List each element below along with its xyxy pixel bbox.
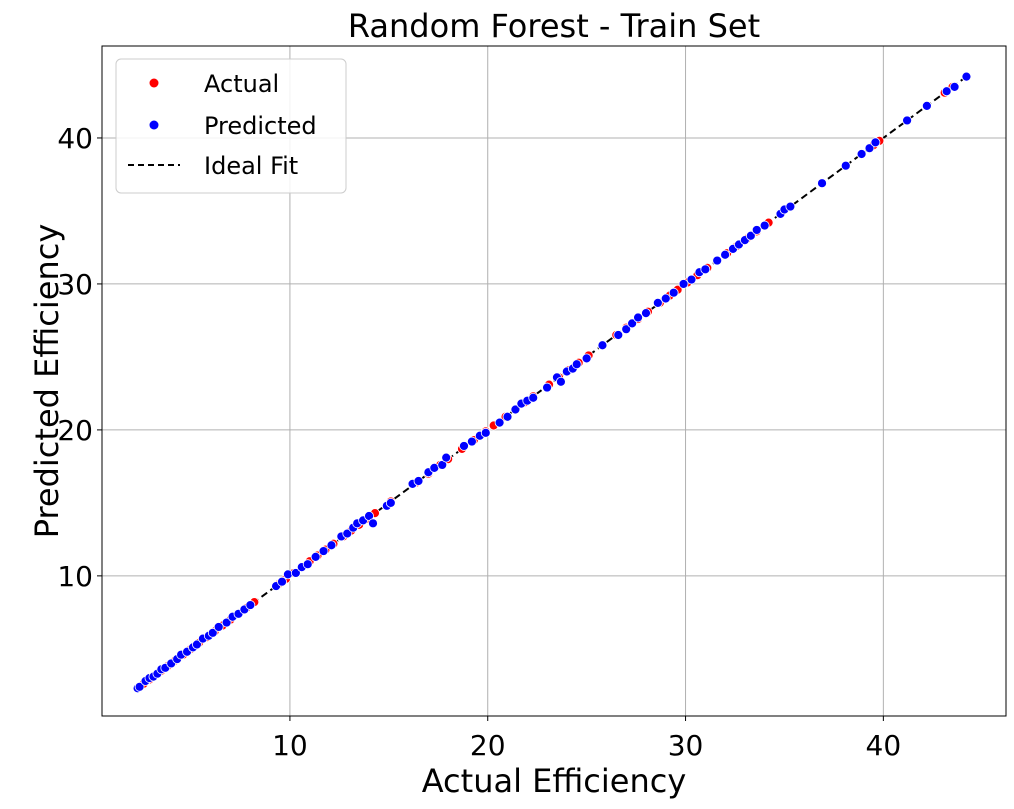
- predicted-point: [385, 497, 396, 508]
- legend-box: [115, 58, 347, 194]
- legend-predicted-label: Predicted: [204, 112, 317, 140]
- predicted-point: [290, 568, 301, 578]
- predicted-point: [856, 149, 867, 159]
- predicted-point: [652, 298, 663, 308]
- predicted-point: [660, 293, 671, 304]
- x-tick-label: 40: [866, 729, 902, 762]
- predicted-point: [621, 324, 632, 335]
- predicted-point: [310, 551, 321, 562]
- y-tick-label: 30: [57, 268, 93, 301]
- predicted-point: [318, 546, 329, 556]
- predicted-point: [277, 576, 287, 587]
- legend: Actual Predicted Ideal Fit: [115, 58, 347, 194]
- legend-ideal-label: Ideal Fit: [204, 152, 298, 180]
- predicted-point: [870, 137, 881, 148]
- predicted-point: [921, 100, 932, 111]
- predicted-point: [751, 225, 762, 235]
- predicted-point: [207, 627, 218, 638]
- predicted-point: [221, 617, 232, 628]
- predicted-point: [581, 353, 592, 364]
- predicted-point: [597, 340, 608, 351]
- predicted-point: [213, 622, 224, 632]
- legend-predicted-marker: [149, 120, 159, 130]
- predicted-points: [132, 71, 972, 694]
- predicted-point: [641, 308, 651, 319]
- predicted-point: [840, 160, 851, 171]
- predicted-point: [700, 264, 711, 275]
- predicted-point: [686, 274, 697, 285]
- x-tick-label: 10: [272, 729, 308, 762]
- predicted-point: [441, 452, 452, 463]
- predicted-point: [712, 255, 723, 266]
- predicted-point: [759, 220, 770, 231]
- x-tick-label: 20: [470, 729, 506, 762]
- grid-lines: [102, 46, 1006, 716]
- predicted-point: [902, 115, 912, 126]
- legend-actual-label: Actual: [204, 70, 279, 98]
- predicted-point: [283, 569, 293, 580]
- predicted-point: [633, 312, 643, 323]
- predicted-point: [745, 230, 756, 241]
- predicted-point: [528, 392, 539, 403]
- y-tick-label: 20: [57, 414, 93, 447]
- x-axis-label: Actual Efficiency: [422, 762, 687, 800]
- predicted-point: [467, 436, 477, 447]
- predicted-point: [613, 330, 624, 340]
- predicted-point: [571, 359, 582, 370]
- predicted-point: [949, 81, 960, 92]
- y-tick-label: 40: [57, 122, 93, 155]
- predicted-point: [502, 411, 513, 422]
- predicted-point: [342, 528, 353, 539]
- predicted-point: [961, 71, 972, 82]
- predicted-point: [864, 143, 875, 154]
- predicted-point: [720, 249, 731, 260]
- y-tick-label: 10: [57, 560, 93, 593]
- predicted-point: [627, 318, 638, 329]
- predicted-point: [556, 376, 566, 387]
- predicted-point: [494, 417, 505, 428]
- predicted-point: [817, 178, 827, 189]
- predicted-point: [668, 287, 679, 298]
- predicted-point: [134, 681, 145, 692]
- legend-actual-marker: [149, 78, 159, 88]
- predicted-point: [326, 540, 337, 551]
- x-tick-label: 30: [668, 729, 704, 762]
- predicted-point: [510, 404, 521, 415]
- tick-labels: 10 20 30 40 10 20 30 40: [57, 122, 901, 762]
- predicted-point: [941, 86, 952, 97]
- predicted-point: [678, 279, 689, 289]
- predicted-point: [459, 441, 469, 451]
- predicted-point: [480, 427, 491, 438]
- plot-frame: [101, 45, 1007, 717]
- predicted-point: [542, 382, 552, 393]
- predicted-point: [302, 559, 313, 570]
- predicted-point: [368, 518, 378, 529]
- predicted-point: [245, 600, 256, 610]
- predicted-point: [785, 201, 796, 212]
- predicted-point: [413, 476, 424, 486]
- predicted-point: [192, 639, 202, 650]
- y-axis-label: Predicted Efficiency: [28, 224, 66, 539]
- chart-title: Random Forest - Train Set: [348, 7, 760, 45]
